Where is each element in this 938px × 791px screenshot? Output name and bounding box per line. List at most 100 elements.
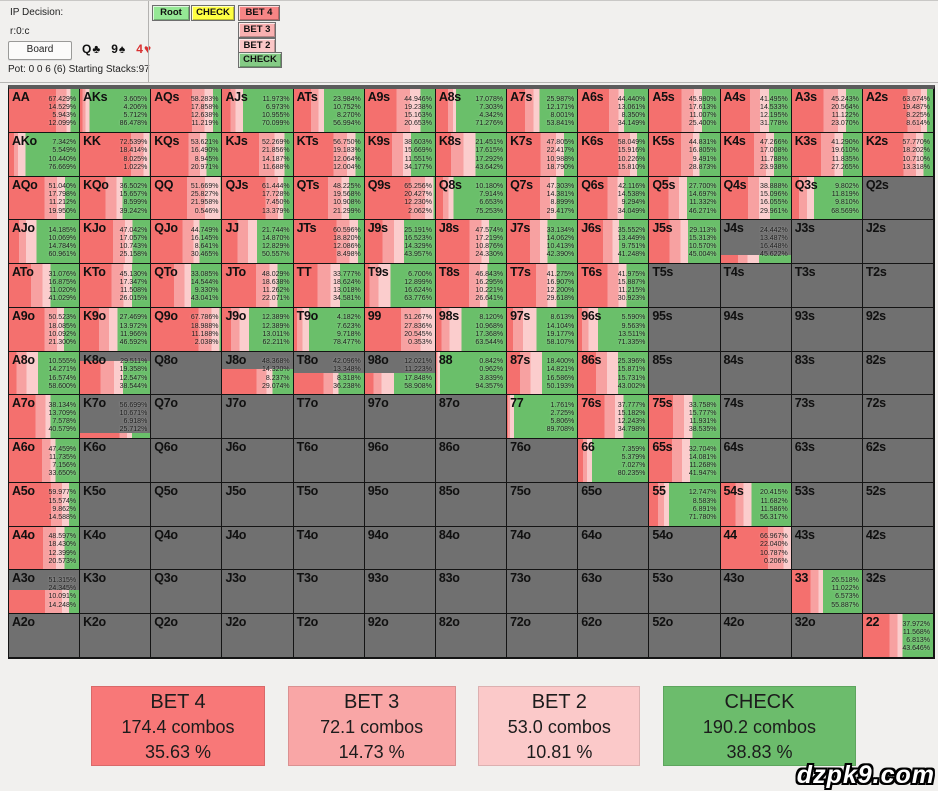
hand-cell-87s[interactable]: 18.400% 14.821% 16.586% 50.193% 87s	[507, 351, 579, 396]
hand-cell-Q6s[interactable]: 42.116% 14.538% 9.294% 34.049% Q6s	[578, 176, 650, 221]
hand-cell-T3o[interactable]: T3o	[293, 570, 365, 615]
hand-cell-AJs[interactable]: 11.973% 6.973% 10.955% 70.099% AJs	[222, 89, 294, 133]
hand-cell-TT[interactable]: 33.777% 18.624% 13.018% 34.581% TT	[293, 264, 365, 308]
hand-cell-A6s[interactable]: 44.440% 13.061% 8.350% 34.149% A6s	[578, 89, 650, 133]
hand-cell-A8o[interactable]: 10.555% 14.271% 16.574% 58.600% A8o	[9, 351, 81, 396]
hand-cell-KJo[interactable]: 47.042% 17.057% 10.743% 25.158% KJo	[80, 220, 152, 265]
hand-cell-KJs[interactable]: 52.269% 21.856% 14.187% 11.688% KJs	[222, 132, 294, 177]
hand-cell-82o[interactable]: 82o	[435, 614, 508, 658]
hand-cell-ATo[interactable]: 31.076% 16.875% 11.020% 41.029% ATo	[9, 264, 81, 308]
hand-cell-55[interactable]: 12.747% 8.583% 6.891% 71.780% 55	[649, 482, 721, 527]
hand-cell-J4o[interactable]: J4o	[222, 526, 294, 571]
hand-cell-J7s[interactable]: 33.134% 14.062% 10.413% 42.390% J7s	[507, 220, 579, 265]
hand-cell-72o[interactable]: 72o	[507, 614, 579, 658]
hand-cell-T2o[interactable]: T2o	[293, 614, 365, 658]
hand-cell-82s[interactable]: 82s	[862, 351, 934, 396]
hand-cell-Q6o[interactable]: Q6o	[151, 439, 223, 483]
hand-cell-J3s[interactable]: J3s	[791, 220, 863, 265]
hand-cell-K5o[interactable]: K5o	[80, 482, 152, 527]
hand-cell-A9s[interactable]: 44.946% 19.238% 15.163% 20.653% A9s	[364, 89, 436, 133]
hand-cell-97s[interactable]: 8.613% 14.104% 19.177% 58.107% 97s	[507, 307, 579, 352]
hand-cell-65s[interactable]: 32.704% 14.081% 11.268% 41.947% 65s	[649, 439, 721, 483]
hand-cell-42o[interactable]: 42o	[720, 614, 792, 658]
hand-cell-A7s[interactable]: 25.987% 12.171% 8.001% 53.841% A7s	[507, 89, 579, 133]
hand-cell-K4s[interactable]: 47.266% 17.008% 11.788% 23.938% K4s	[720, 132, 792, 177]
hand-cell-ATs[interactable]: 23.984% 10.752% 8.270% 56.994% ATs	[293, 89, 365, 133]
hand-cell-JJ[interactable]: 21.744% 14.870% 12.829% 50.557% JJ	[222, 220, 294, 265]
hand-cell-J8s[interactable]: 47.574% 17.219% 10.876% 24.330% J8s	[435, 220, 508, 265]
hand-cell-63o[interactable]: 63o	[578, 570, 650, 615]
hand-cell-A5o[interactable]: 59.977% 15.574% 9.862% 14.588% A5o	[9, 482, 81, 527]
hand-cell-76o[interactable]: 76o	[507, 439, 579, 483]
hand-cell-KQo[interactable]: 36.502% 15.657% 8.599% 39.242% KQo	[80, 176, 152, 221]
hand-cell-T7s[interactable]: 41.275% 16.907% 12.200% 29.618% T7s	[507, 264, 579, 308]
hand-cell-T7o[interactable]: T7o	[293, 395, 365, 440]
hand-cell-A8s[interactable]: 17.078% 7.303% 4.342% 71.276% A8s	[435, 89, 508, 133]
hand-cell-Q2o[interactable]: Q2o	[151, 614, 223, 658]
hand-cell-A4s[interactable]: 41.495% 14.533% 12.195% 31.778% A4s	[720, 89, 792, 133]
hand-cell-J9s[interactable]: 25.191% 16.523% 14.329% 43.957% J9s	[364, 220, 436, 265]
hand-cell-T8o[interactable]: 42.096% 13.348% 8.318% 36.238% T8o	[293, 351, 365, 396]
hand-cell-65o[interactable]: 65o	[578, 482, 650, 527]
hand-cell-83s[interactable]: 83s	[791, 351, 863, 396]
hand-cell-94o[interactable]: 94o	[364, 526, 436, 571]
hand-cell-72s[interactable]: 72s	[862, 395, 934, 440]
hand-cell-87o[interactable]: 87o	[435, 395, 508, 440]
hand-cell-Q2s[interactable]: Q2s	[862, 176, 934, 221]
hand-cell-Q8o[interactable]: Q8o	[151, 351, 223, 396]
hand-cell-Q5s[interactable]: 27.700% 14.697% 11.332% 46.271% Q5s	[649, 176, 721, 221]
hand-cell-JTo[interactable]: 48.029% 18.638% 11.262% 22.071% JTo	[222, 264, 294, 308]
hand-cell-K2s[interactable]: 57.770% 18.202% 10.710% 13.318% K2s	[862, 132, 934, 177]
hand-cell-98o[interactable]: 12.021% 11.223% 17.848% 58.908% 98o	[364, 351, 436, 396]
hand-cell-J6o[interactable]: J6o	[222, 439, 294, 483]
hand-cell-73s[interactable]: 73s	[791, 395, 863, 440]
hand-cell-KTs[interactable]: 56.750% 19.183% 12.064% 12.004% KTs	[293, 132, 365, 177]
hand-cell-84o[interactable]: 84o	[435, 526, 508, 571]
hand-cell-KK[interactable]: 72.539% 18.414% 8.025% 1.022% KK	[80, 132, 152, 177]
hand-cell-QJs[interactable]: 61.444% 17.728% 7.450% 13.379% QJs	[222, 176, 294, 221]
hand-cell-92s[interactable]: 92s	[862, 307, 934, 352]
hand-cell-A9o[interactable]: 50.523% 18.085% 10.092% 21.300% A9o	[9, 307, 81, 352]
hand-cell-32o[interactable]: 32o	[791, 614, 863, 658]
hand-cell-K4o[interactable]: K4o	[80, 526, 152, 571]
hand-cell-T5s[interactable]: T5s	[649, 264, 721, 308]
hand-cell-95o[interactable]: 95o	[364, 482, 436, 527]
hand-cell-64s[interactable]: 64s	[720, 439, 792, 483]
hand-cell-A2o[interactable]: A2o	[9, 614, 81, 658]
hand-cell-Q3o[interactable]: Q3o	[151, 570, 223, 615]
hand-cell-A3o[interactable]: 51.315% 24.345% 10.091% 14.248% A3o	[9, 570, 81, 615]
hand-cell-T6s[interactable]: 41.975% 15.887% 11.215% 30.923% T6s	[578, 264, 650, 308]
hand-cell-63s[interactable]: 63s	[791, 439, 863, 483]
nav-bet3-button[interactable]: BET 3	[238, 22, 276, 38]
hand-cell-AKo[interactable]: 7.342% 5.549% 10.440% 76.669% AKo	[9, 132, 81, 177]
nav-root-button[interactable]: Root	[152, 5, 190, 21]
hand-cell-Q7s[interactable]: 47.303% 14.381% 8.899% 29.417% Q7s	[507, 176, 579, 221]
hand-cell-86s[interactable]: 25.396% 15.871% 15.731% 43.002% 86s	[578, 351, 650, 396]
hand-cell-73o[interactable]: 73o	[507, 570, 579, 615]
hand-cell-74s[interactable]: 74s	[720, 395, 792, 440]
hand-cell-QTo[interactable]: 33.085% 14.544% 9.330% 43.041% QTo	[151, 264, 223, 308]
hand-cell-T8s[interactable]: 46.843% 16.295% 10.221% 26.641% T8s	[435, 264, 508, 308]
hand-cell-75s[interactable]: 33.758% 15.777% 11.931% 38.535% 75s	[649, 395, 721, 440]
hand-cell-43s[interactable]: 43s	[791, 526, 863, 571]
hand-cell-Q4o[interactable]: Q4o	[151, 526, 223, 571]
hand-cell-74o[interactable]: 74o	[507, 526, 579, 571]
nav-check-action-button[interactable]: CHECK	[238, 52, 282, 68]
hand-cell-75o[interactable]: 75o	[507, 482, 579, 527]
hand-cell-J3o[interactable]: J3o	[222, 570, 294, 615]
hand-cell-T4o[interactable]: T4o	[293, 526, 365, 571]
hand-cell-Q4s[interactable]: 38.888% 15.096% 16.055% 29.961% Q4s	[720, 176, 792, 221]
hand-cell-53s[interactable]: 53s	[791, 482, 863, 527]
hand-cell-J2s[interactable]: J2s	[862, 220, 934, 265]
hand-cell-Q9o[interactable]: 67.786% 18.988% 11.188% 2.038% Q9o	[151, 307, 223, 352]
hand-cell-K8s[interactable]: 21.451% 17.615% 17.292% 43.642% K8s	[435, 132, 508, 177]
hand-cell-K9s[interactable]: 38.603% 15.669% 11.551% 34.177% K9s	[364, 132, 436, 177]
hand-cell-85o[interactable]: 85o	[435, 482, 508, 527]
hand-cell-85s[interactable]: 85s	[649, 351, 721, 396]
hand-cell-K6s[interactable]: 58.049% 15.916% 10.226% 15.810% K6s	[578, 132, 650, 177]
hand-cell-A7o[interactable]: 38.134% 13.709% 7.578% 40.579% A7o	[9, 395, 81, 440]
nav-check-node-button[interactable]: CHECK	[191, 5, 235, 21]
hand-cell-Q9s[interactable]: 65.256% 20.427% 12.230% 2.062% Q9s	[364, 176, 436, 221]
hand-cell-J2o[interactable]: J2o	[222, 614, 294, 658]
hand-cell-99[interactable]: 51.267% 27.836% 20.545% 0.353% 99	[364, 307, 436, 352]
